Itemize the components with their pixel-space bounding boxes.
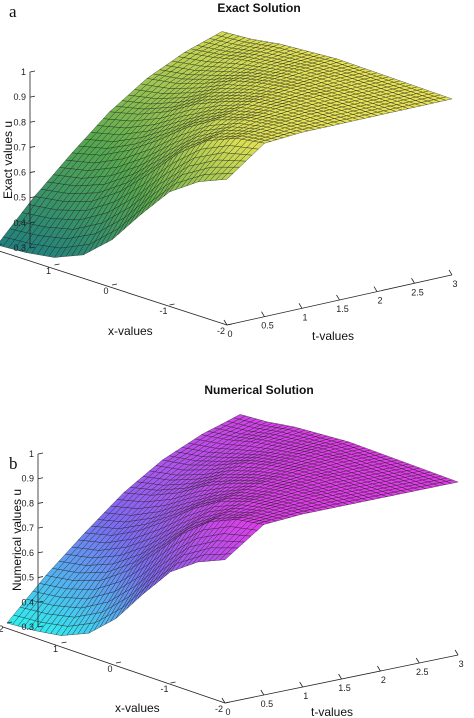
z-tick-label: 0.5 xyxy=(21,573,34,583)
surface-numerical xyxy=(6,414,459,636)
t-tick-mark xyxy=(448,269,453,276)
z-tick-mark xyxy=(29,120,36,123)
t-tick-mark xyxy=(411,278,415,284)
z-tick-mark xyxy=(29,95,36,98)
x-tick-mark xyxy=(6,621,13,624)
x-tick-mark xyxy=(0,243,3,245)
t-tick-label: 2.5 xyxy=(411,287,424,297)
x-axis-label-exact: x-values xyxy=(108,324,153,338)
z-tick-label: 0.9 xyxy=(13,92,26,102)
z-tick-label: 1 xyxy=(29,449,34,459)
t-tick-mark xyxy=(223,319,228,326)
z-tick-label: 0.8 xyxy=(13,117,26,127)
x-tick-mark xyxy=(115,661,122,664)
z-tick-label: 0.8 xyxy=(21,498,34,508)
x-axis-line xyxy=(2,626,226,704)
t-tick-mark xyxy=(298,303,303,309)
x-tick-label: 1 xyxy=(53,644,58,654)
t-tick-label: 1 xyxy=(303,691,308,701)
t-tick-mark xyxy=(373,286,378,292)
z-tick-mark xyxy=(29,70,36,73)
x-axis-line xyxy=(0,250,228,326)
panel-exact: a Exact Solution 0.3 0.4 0.5 0.6 0.7 0.8 0.9 1 -… xyxy=(0,1,458,343)
z-axis-label-exact: Exact values u xyxy=(1,121,15,199)
x-axis-label-numerical: x-values xyxy=(115,701,160,715)
z-tick-label: 0.9 xyxy=(21,474,34,484)
y-axis-label-exact: t-values xyxy=(312,329,354,343)
surface-facet xyxy=(220,173,234,180)
z-tick-label: 0.6 xyxy=(21,548,34,558)
t-tick-label: 1.5 xyxy=(336,304,349,314)
z-tick-label: 0.4 xyxy=(21,597,34,607)
t-tick-mark xyxy=(221,697,226,704)
z-tick-mark xyxy=(37,452,44,455)
z-tick-mark xyxy=(29,221,36,224)
t-tick-mark xyxy=(338,673,342,680)
axes-numerical: 0.3 0.4 0.5 0.6 0.7 0.8 0.9 1 -2 -1 0 1 2 0 0.5 1 1.5 2 2.… xyxy=(0,449,464,717)
z-tick-mark xyxy=(29,171,36,173)
panel-numerical: b Numerical Solution 0.30.40.50.60.70.80… xyxy=(0,383,464,718)
z-tick-label: 0.7 xyxy=(13,142,26,152)
z-tick-mark xyxy=(37,526,44,529)
z-tick-mark xyxy=(29,146,36,148)
z-tick-mark xyxy=(29,246,36,249)
surface-exact xyxy=(0,31,453,258)
z-tick-mark xyxy=(29,196,36,199)
x-tick-label: 1 xyxy=(46,266,51,276)
chart-title-numerical: Numerical Solution xyxy=(204,383,313,397)
z-tick-label: 0.3 xyxy=(21,622,34,632)
axes-exact: 0.30.40.50.60.70.80.91-2-101200.511.522.… xyxy=(0,67,458,339)
t-tick-mark xyxy=(260,689,265,696)
surface-facet xyxy=(219,553,232,561)
z-tick-mark xyxy=(37,502,44,504)
t-tick-label: 0 xyxy=(227,329,232,339)
z-tick-mark xyxy=(37,551,44,554)
z-tick-mark xyxy=(37,576,44,578)
t-tick-label: 3 xyxy=(452,279,457,289)
x-tick-label: -1 xyxy=(160,684,168,694)
t-tick-label: 2 xyxy=(377,296,382,306)
z-tick-label: 0.6 xyxy=(13,168,26,178)
z-tick-label: 0.7 xyxy=(21,523,34,533)
z-tick-mark xyxy=(37,477,44,480)
x-tick-mark xyxy=(61,641,67,644)
y-axis-label-numerical: t-values xyxy=(311,705,353,718)
z-tick-label: 0.4 xyxy=(13,218,26,228)
t-tick-label: 0.5 xyxy=(261,321,274,331)
t-tick-label: 2 xyxy=(381,675,386,685)
x-tick-label: -2 xyxy=(215,704,223,714)
z-tick-mark xyxy=(37,600,44,603)
panel-label-b: b xyxy=(9,454,18,473)
panel-label-a: a xyxy=(9,2,17,21)
z-tick-label: 0.3 xyxy=(13,243,26,253)
t-tick-mark xyxy=(454,649,459,656)
t-tick-label: 1.5 xyxy=(338,683,351,693)
x-tick-label: -1 xyxy=(159,306,167,316)
t-tick-mark xyxy=(336,294,340,301)
z-axis-label-numerical: Numerical values u xyxy=(10,489,24,591)
x-tick-mark xyxy=(54,263,60,266)
z-tick-label: 0.5 xyxy=(13,193,26,203)
chart-title-exact: Exact Solution xyxy=(217,1,300,15)
z-tick-label: 1 xyxy=(21,67,26,77)
x-tick-mark xyxy=(169,303,175,306)
t-tick-mark xyxy=(377,665,381,672)
t-tick-mark xyxy=(261,311,265,317)
t-tick-label: 1 xyxy=(302,312,307,322)
t-tick-label: 3 xyxy=(459,659,464,669)
x-tick-label: 0 xyxy=(103,286,108,296)
t-tick-label: 0.5 xyxy=(261,699,274,709)
t-tick-mark xyxy=(299,681,304,688)
x-tick-mark xyxy=(170,681,176,684)
x-tick-label: 2 xyxy=(0,624,4,634)
t-tick-label: 2.5 xyxy=(416,667,429,677)
x-tick-label: -2 xyxy=(217,326,225,336)
t-tick-label: 0 xyxy=(225,707,230,717)
t-tick-mark xyxy=(415,657,420,664)
x-tick-label: 0 xyxy=(107,664,112,674)
z-tick-mark xyxy=(37,625,44,628)
x-tick-mark xyxy=(111,283,118,286)
